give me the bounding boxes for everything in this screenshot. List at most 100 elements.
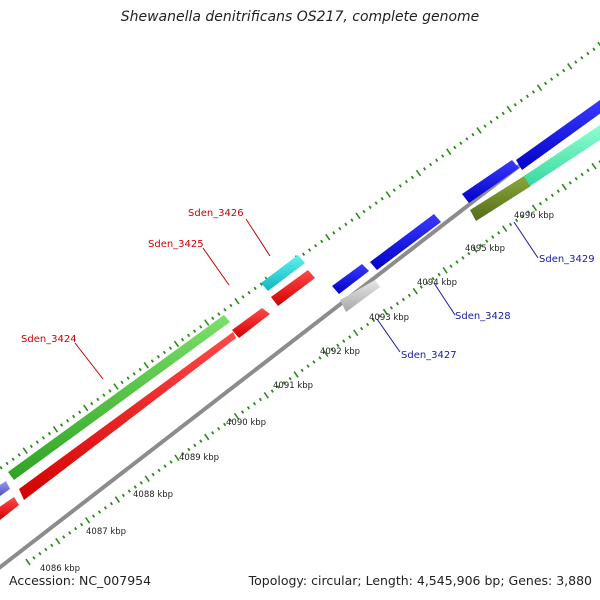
outer-ruler-tick	[531, 90, 536, 94]
outer-ruler-tick	[586, 51, 590, 56]
outer-ruler-tick	[320, 239, 324, 244]
inner-ruler-tick	[342, 339, 346, 343]
gene-blue-arrow-1[interactable]	[332, 264, 369, 294]
gene-blue-arrow-2[interactable]	[462, 160, 519, 203]
outer-ruler-tick	[435, 158, 439, 163]
gene-purple-edge-arrow[interactable]	[0, 481, 10, 496]
kbp-label-4090: 4090 kbp	[226, 418, 266, 428]
inner-ruler-tick	[211, 431, 215, 435]
inner-ruler-tick	[485, 239, 489, 243]
gene-aqua-arrow[interactable]	[524, 125, 600, 186]
inner-ruler-tick	[437, 272, 441, 277]
inner-ruler-tick	[97, 510, 102, 514]
kbp-label-4094: 4094 kbp	[417, 278, 457, 288]
outer-ruler-tick	[422, 167, 427, 171]
inner-ruler-tick	[74, 526, 78, 531]
outer-ruler-tick	[543, 81, 548, 86]
outer-ruler-tick	[108, 389, 112, 393]
outer-ruler-tick	[259, 282, 263, 286]
inner-ruler-tick	[252, 401, 257, 406]
gene-blue-arrow-3[interactable]	[516, 100, 600, 170]
inner-ruler-tick	[181, 451, 185, 456]
outer-ruler-tick	[120, 380, 124, 385]
outer-ruler-tick	[362, 209, 366, 214]
outer-ruler-tick	[211, 316, 215, 321]
label-sden-3424[interactable]: Sden_3424	[21, 334, 77, 345]
outer-ruler-tick	[52, 425, 59, 433]
inner-ruler-tick	[561, 183, 567, 191]
outer-ruler-tick	[355, 212, 361, 220]
outer-ruler-tick	[567, 63, 573, 70]
outer-ruler-tick	[0, 465, 3, 470]
inner-ruler-tick	[366, 322, 370, 327]
kbp-label-4093: 4093 kbp	[369, 313, 409, 323]
label-sden-3426[interactable]: Sden_3426	[188, 208, 244, 219]
gene-forward-red-arrow[interactable]	[19, 332, 236, 500]
inner-ruler-tick	[133, 485, 137, 489]
leader-sden-3425	[202, 247, 230, 286]
inner-ruler-tick	[223, 422, 227, 427]
inner-ruler-tick	[151, 472, 155, 477]
kbp-scale-labels: 4086 kbp 4087 kbp 4088 kbp 4089 kbp 4090…	[40, 211, 554, 574]
inner-ruler-tick	[550, 193, 554, 198]
outer-ruler-tick	[506, 105, 512, 113]
accession-text: Accession: NC_007954	[9, 573, 152, 588]
outer-ruler-tick	[597, 41, 600, 47]
inner-ruler-tick	[472, 246, 478, 253]
inner-ruler-tick	[80, 522, 84, 527]
inner-ruler-tick	[270, 389, 274, 393]
label-sden-3428[interactable]: Sden_3428	[455, 311, 511, 322]
inner-ruler-tick	[276, 385, 280, 389]
inner-ruler-tick	[360, 326, 364, 331]
gene-sden-3428-arrow[interactable]	[370, 214, 441, 270]
inner-ruler-tick	[336, 343, 340, 348]
genome-summary-text: Topology: circular; Length: 4,545,906 bp…	[248, 573, 592, 588]
gene-sden-3427-arrow[interactable]	[340, 280, 380, 312]
inner-ruler-tick	[157, 468, 161, 473]
inner-ruler-tick	[568, 181, 572, 185]
label-sden-3427[interactable]: Sden_3427	[401, 350, 457, 361]
inner-ruler-tick	[479, 243, 483, 248]
inner-ruler-tick	[288, 376, 292, 381]
outer-ruler-tick	[536, 84, 543, 92]
gene-sden-3425-arrow[interactable]	[232, 308, 270, 338]
inner-ruler-tick	[431, 276, 435, 281]
inner-ruler-tick	[193, 443, 197, 448]
inner-ruler-tick	[293, 371, 299, 378]
outer-ruler-tick	[65, 419, 70, 423]
inner-ruler-tick	[556, 189, 560, 193]
outer-ruler-tick	[338, 226, 342, 231]
outer-ruler-tick	[229, 303, 233, 308]
outer-ruler-tick	[11, 457, 15, 461]
outer-ruler-tick	[204, 319, 210, 326]
gene-sden-3429-arrow[interactable]	[470, 176, 531, 221]
outer-ruler-tick	[29, 444, 33, 449]
leader-sden-3426	[245, 218, 271, 257]
outer-ruler-tick	[380, 196, 384, 201]
inner-ruler-tick	[323, 350, 329, 357]
inner-ruler-tick	[442, 267, 448, 274]
gene-sden-3424-arrow[interactable]	[8, 315, 230, 480]
gene-red-edge-arrow[interactable]	[0, 497, 19, 520]
inner-ruler-tick	[204, 433, 210, 441]
outer-ruler-tick	[156, 354, 160, 359]
outer-ruler-tick	[580, 56, 584, 60]
inner-ruler-tick	[425, 281, 429, 285]
outer-ruler-tick	[168, 346, 173, 350]
kbp-label-4087: 4087 kbp	[86, 527, 126, 537]
gene-sden-3426-arrow[interactable]	[261, 255, 305, 291]
outer-ruler-tick	[59, 423, 64, 427]
outer-ruler-tick	[483, 124, 487, 128]
outer-ruler-tick	[223, 307, 227, 312]
outer-ruler-tick	[47, 431, 52, 436]
forward-strand-genes	[0, 255, 315, 520]
label-sden-3429[interactable]: Sden_3429	[539, 254, 595, 265]
inner-ruler-tick	[114, 496, 121, 503]
gene-sden-3425-lower-arrow[interactable]	[271, 270, 315, 306]
inner-ruler-tick	[371, 318, 376, 323]
outer-ruler-tick	[471, 132, 475, 137]
outer-ruler-tick	[476, 127, 482, 134]
label-sden-3425[interactable]: Sden_3425	[148, 239, 204, 250]
outer-ruler-tick	[253, 286, 257, 291]
inner-ruler-tick	[382, 308, 389, 316]
